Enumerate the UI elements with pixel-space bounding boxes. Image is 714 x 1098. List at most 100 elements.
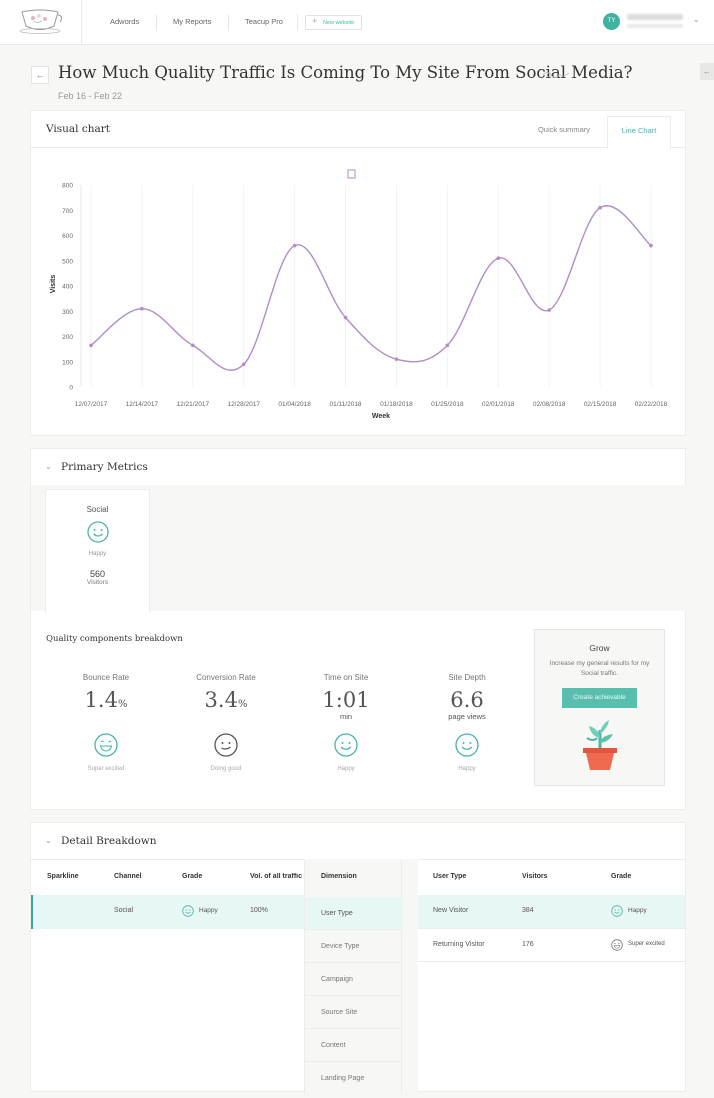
metric-conversion-rate: Conversion Rate 3.4% Doing good xyxy=(171,673,281,772)
back-button[interactable]: ← xyxy=(31,66,49,84)
data-point xyxy=(598,205,602,210)
metric-number: 6.6 xyxy=(450,688,484,712)
dimension-campaign[interactable]: Campaign xyxy=(305,963,403,996)
detail-breakdown-title: Detail Breakdown xyxy=(61,835,157,847)
y-tick-label: 500 xyxy=(62,258,73,265)
dimension-device-type[interactable]: Device Type xyxy=(305,930,403,963)
dimension-user-type[interactable]: User Type xyxy=(305,897,403,930)
line-chart: 0 100 200 300 400 500 600 700 800 12/07/2017 12/14… xyxy=(50,169,668,420)
metric-value: 3.4% xyxy=(171,688,281,712)
super-excited-face-icon xyxy=(611,939,623,951)
happy-face-icon xyxy=(334,733,358,757)
y-axis-label: Visits xyxy=(50,275,57,294)
logo[interactable] xyxy=(0,0,82,45)
chevron-down-icon[interactable]: ⌄ xyxy=(45,836,52,845)
channel-cell: Social xyxy=(114,907,134,914)
user-email-blurred xyxy=(627,24,683,28)
metric-unit: % xyxy=(237,699,248,710)
detail-breakdown-header: ⌄ Detail Breakdown xyxy=(31,823,685,860)
x-tick-label: 02/01/2018 xyxy=(482,401,515,408)
tab-line-chart[interactable]: Line Chart xyxy=(607,116,671,149)
metric-number: 1.4 xyxy=(84,688,118,712)
data-point xyxy=(241,362,246,367)
grade-cell: Super excited xyxy=(628,941,665,947)
metric-mood: Doing good xyxy=(210,766,242,772)
table-row-new-visitor[interactable]: New Visitor 384 Happy xyxy=(418,895,685,929)
plus-icon: + xyxy=(312,16,318,26)
data-point xyxy=(547,308,551,312)
metric-sub xyxy=(51,712,161,721)
table-row-social[interactable]: Social Happy 100% xyxy=(31,895,304,929)
y-tick-label: 600 xyxy=(62,233,73,240)
y-tick-label: 400 xyxy=(62,284,73,291)
primary-metrics-card: ⌄ Primary Metrics Social Happy 560 Visit… xyxy=(30,448,686,810)
tile-value: 560 xyxy=(89,569,106,579)
visitors-cell: 384 xyxy=(522,907,534,914)
grow-box: Grow Increase my general results for my … xyxy=(534,629,665,786)
top-bar: Adwords My Reports Teacup Pro + New webs… xyxy=(0,0,714,45)
tile-mood: Happy xyxy=(88,551,107,557)
new-website-label: New website xyxy=(323,20,355,26)
teacup-logo-icon xyxy=(19,9,63,34)
collapse-panel-button[interactable]: ← xyxy=(700,63,714,80)
table-row-returning-visitor[interactable]: Returning Visitor 176 Super excited xyxy=(418,929,685,962)
data-point xyxy=(89,343,93,348)
nav-teacup-pro[interactable]: Teacup Pro xyxy=(245,17,283,26)
dimension-content[interactable]: Content xyxy=(305,1029,403,1062)
data-point xyxy=(394,357,399,362)
x-tick-label: 01/25/2018 xyxy=(431,401,464,408)
metric-sub: page views xyxy=(448,712,486,721)
metric-sub: min xyxy=(339,712,353,721)
new-website-button[interactable]: + New website xyxy=(305,15,362,30)
col-header-sparkline: Sparkline xyxy=(47,873,79,880)
visitors-cell: 176 xyxy=(522,941,534,948)
nav-divider xyxy=(228,14,229,31)
create-achievable-button[interactable]: Create achievable xyxy=(562,688,637,708)
col-header-user-type: User Type xyxy=(433,873,467,880)
dimension-list: Dimension User Type Device Type Campaign… xyxy=(304,859,403,1094)
metric-tile-social[interactable]: Social Happy 560 Visitors xyxy=(45,489,150,613)
data-point xyxy=(496,256,501,261)
dimension-source-site[interactable]: Source Site xyxy=(305,996,403,1029)
metric-time-on-site: Time on Site 1:01 min Happy xyxy=(291,673,401,772)
happy-face-icon xyxy=(182,905,194,917)
grow-title: Grow xyxy=(589,643,610,653)
dimension-landing-page[interactable]: Landing Page xyxy=(321,1075,365,1082)
tab-quick-summary[interactable]: Quick summary xyxy=(537,125,591,134)
nav-my-reports[interactable]: My Reports xyxy=(173,17,212,26)
metric-mood: Happy xyxy=(337,766,355,772)
data-point xyxy=(343,315,348,320)
x-tick-label: 12/21/2017 xyxy=(177,401,210,408)
grade-cell: Happy xyxy=(199,907,218,914)
visual-chart-title: Visual chart xyxy=(46,123,111,135)
col-header-channel: Channel xyxy=(114,873,142,880)
metric-label: Bounce Rate xyxy=(82,673,130,682)
primary-metrics-header: ⌄ Primary Metrics xyxy=(31,449,685,486)
page-title: How Much Quality Traffic Is Coming To My… xyxy=(58,63,633,82)
avatar[interactable]: TY xyxy=(603,13,620,30)
metric-value: 1:01 xyxy=(291,688,401,712)
grade-cell: Happy xyxy=(628,907,647,914)
happy-face-icon xyxy=(455,733,479,757)
metric-value: 6.6 xyxy=(412,688,522,712)
doing-good-face-icon xyxy=(214,733,238,757)
detail-breakdown-card: ⌄ Detail Breakdown Sparkline Channel Gra… xyxy=(30,822,686,1094)
chevron-down-icon[interactable]: ⌄ xyxy=(45,462,52,471)
col-header-visitors: Visitors xyxy=(522,873,548,880)
tile-label: Social xyxy=(86,505,109,514)
metric-label: Time on Site xyxy=(323,673,369,682)
col-header-grade: Grade xyxy=(611,873,632,880)
super-excited-face-icon xyxy=(94,733,118,757)
x-tick-label: 02/08/2018 xyxy=(533,401,566,408)
col-header-dimension: Dimension xyxy=(321,873,357,880)
date-range: Feb 16 - Feb 22 xyxy=(58,91,123,101)
metric-unit: % xyxy=(117,699,128,710)
metric-value: 1.4% xyxy=(51,688,161,712)
x-tick-label: 01/11/2018 xyxy=(330,401,362,408)
x-tick-label: 01/04/2018 xyxy=(278,401,311,408)
arrow-left-icon: ← xyxy=(703,67,711,76)
nav-adwords[interactable]: Adwords xyxy=(110,17,140,26)
chevron-down-icon[interactable]: ⌄ xyxy=(693,15,700,24)
metric-number: 3.4 xyxy=(204,688,238,712)
nav-divider xyxy=(156,14,157,31)
